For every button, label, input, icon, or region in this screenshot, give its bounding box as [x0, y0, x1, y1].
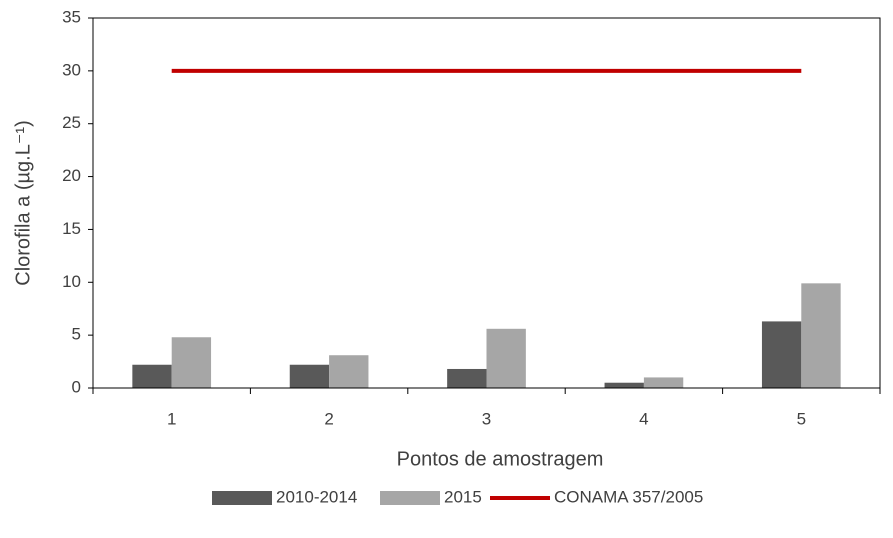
y-tick-label: 15 [62, 219, 81, 238]
x-axis-label: Pontos de amostragem [397, 448, 604, 470]
y-tick-label: 5 [72, 325, 81, 344]
legend-label: CONAMA 357/2005 [554, 487, 703, 506]
y-tick-label: 30 [62, 60, 81, 79]
bar [604, 382, 644, 388]
y-tick-label: 35 [62, 7, 81, 26]
bar [486, 328, 526, 388]
bar [447, 368, 487, 388]
bar [761, 321, 802, 388]
bar [329, 355, 369, 388]
legend-label: 2015 [444, 487, 482, 506]
x-tick-label: 3 [482, 409, 491, 428]
x-tick-label: 5 [797, 409, 806, 428]
plot-frame [92, 17, 881, 389]
legend-label: 2010-2014 [276, 487, 357, 506]
legend-swatch [380, 491, 440, 505]
y-tick-label: 10 [62, 272, 81, 291]
y-tick-label: 20 [62, 166, 81, 185]
y-axis-label: Clorofila a (µg.L⁻¹) [12, 120, 34, 285]
x-tick-label: 2 [324, 409, 333, 428]
bar [171, 337, 212, 388]
legend-swatch [212, 491, 272, 505]
bar [289, 364, 330, 388]
y-tick-label: 25 [62, 113, 81, 132]
y-tick-label: 0 [72, 377, 81, 396]
bar [132, 364, 172, 388]
x-tick-label: 1 [167, 409, 176, 428]
bar [801, 283, 841, 388]
bar [643, 377, 684, 388]
x-tick-label: 4 [639, 409, 648, 428]
